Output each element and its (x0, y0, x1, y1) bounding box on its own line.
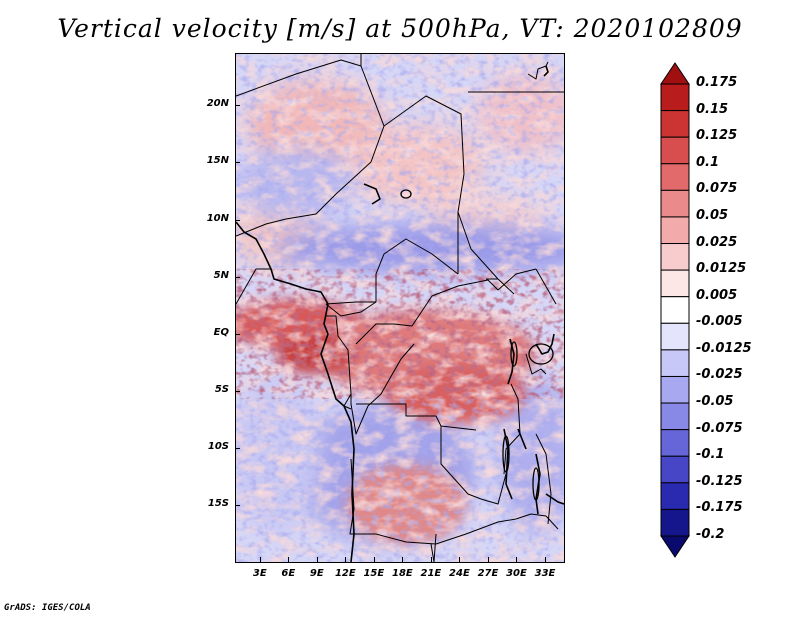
colorbar-tick-label: 0.0125 (696, 261, 747, 277)
colorbar-tick-label: -0.125 (696, 473, 743, 489)
lon-tick-mark (402, 557, 403, 562)
colorbar-segment (660, 189, 690, 218)
lat-tick-label: 10S (207, 440, 229, 452)
lat-tick-mark (235, 220, 240, 221)
colorbar-segment (660, 508, 690, 537)
lon-tick-label: 27E (477, 568, 499, 579)
colorbar-segment (660, 375, 690, 404)
lat-tick-label: 10N (206, 212, 229, 224)
lat-tick-mark (235, 277, 240, 278)
colorbar-segment (660, 269, 690, 298)
colorbar-segment (660, 83, 690, 112)
colorbar-tick-label: -0.075 (696, 420, 743, 436)
colorbar-segment (660, 136, 690, 165)
lon-tick-mark (431, 557, 432, 562)
colorbar-tick-label: 0.1 (696, 154, 720, 170)
lat-tick-label: EQ (213, 326, 229, 338)
colorbar-segment (660, 296, 690, 324)
lat-tick-mark (235, 105, 240, 106)
lon-tick-label: 15E (363, 568, 385, 579)
colorbar-tick-label: -0.05 (696, 394, 734, 410)
colorbar-segment (660, 216, 690, 245)
colorbar-tick-label: 0.075 (696, 181, 738, 197)
lakes (400, 189, 554, 501)
lon-tick-mark (545, 557, 546, 562)
lon-tick-mark (317, 557, 318, 562)
colorbar-segment (660, 429, 690, 457)
colorbar-tick-label: -0.1 (696, 447, 725, 463)
colorbar-segment (660, 243, 690, 271)
chart-title: Vertical velocity [m/s] at 500hPa, VT: 2… (57, 14, 743, 43)
lon-tick-mark (345, 557, 346, 562)
colorbar-segment (660, 455, 690, 484)
colorbar-tick-label: -0.005 (696, 314, 743, 330)
colorbar-segment (660, 402, 690, 431)
lon-tick-label: 33E (534, 568, 556, 579)
colorbar-tick-label: -0.2 (696, 527, 725, 542)
colorbar-tick-label: -0.0125 (696, 340, 752, 356)
lon-tick-label: 9E (309, 568, 324, 579)
lon-tick-mark (260, 557, 261, 562)
colorbar-tick-label: 0.175 (696, 75, 738, 90)
colorbar-tick-label: -0.025 (696, 367, 743, 383)
colorbar-tick-label: -0.175 (696, 500, 743, 516)
lat-tick-mark (235, 448, 240, 449)
lon-tick-label: 21E (420, 568, 442, 579)
lon-tick-mark (374, 557, 375, 562)
colorbar (660, 62, 690, 558)
lon-tick-label: 6E (281, 568, 296, 579)
lat-tick-mark (235, 505, 240, 506)
grads-credit: GrADS: IGES/COLA (4, 603, 91, 613)
lon-tick-mark (459, 557, 460, 562)
noise-layer-white (236, 54, 564, 562)
lat-tick-mark (235, 162, 240, 163)
vertical-velocity-map (236, 54, 564, 562)
lon-tick-mark (516, 557, 517, 562)
colorbar-tick-label: 0.05 (696, 207, 729, 223)
lon-tick-label: 18E (392, 568, 413, 579)
colorbar-segment (660, 322, 690, 351)
map-panel (236, 54, 564, 562)
colorbar-tick-label: 0.125 (696, 128, 738, 144)
colorbar-bottom-triangle (660, 535, 690, 558)
lon-tick-label: 24E (449, 568, 470, 579)
lat-tick-label: 15S (207, 497, 229, 509)
colorbar-segment (660, 349, 690, 377)
lon-tick-label: 3E (252, 568, 267, 579)
lon-tick-label: 30E (506, 568, 527, 579)
lat-tick-label: 5S (214, 383, 229, 395)
lat-tick-label: 20N (206, 98, 229, 110)
colorbar-segment (660, 482, 690, 510)
lon-tick-label: 12E (334, 568, 356, 579)
lat-tick-label: 5N (213, 269, 229, 281)
lat-tick-mark (235, 334, 240, 335)
colorbar-tick-label: 0.025 (696, 234, 738, 250)
colorbar-top-triangle (660, 62, 690, 85)
colorbar-segment (660, 163, 690, 191)
colorbar-segment (660, 110, 690, 138)
colorbar-tick-label: 0.005 (696, 287, 738, 303)
lon-tick-mark (288, 557, 289, 562)
lat-tick-mark (235, 391, 240, 392)
colorbar-tick-label: 0.15 (696, 101, 729, 117)
lat-tick-label: 15N (206, 155, 229, 167)
lon-tick-mark (488, 557, 489, 562)
